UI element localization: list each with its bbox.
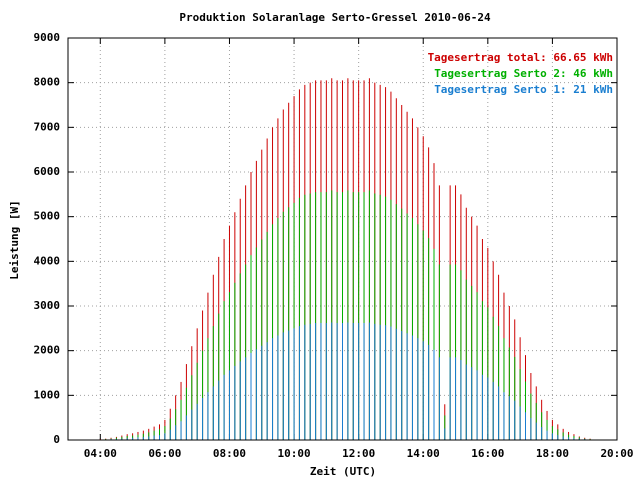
legend-entry: Tagesertrag Serto 1: 21 kWh (434, 83, 613, 96)
y-tick-label: 9000 (34, 31, 61, 44)
y-tick-label: 8000 (34, 76, 61, 89)
y-tick-label: 2000 (34, 344, 61, 357)
x-tick-label: 10:00 (277, 447, 310, 460)
x-tick-label: 08:00 (213, 447, 246, 460)
x-tick-label: 14:00 (407, 447, 440, 460)
x-tick-label: 18:00 (536, 447, 569, 460)
chart-title: Produktion Solaranlage Serto-Gressel 201… (179, 11, 491, 24)
x-axis-label: Zeit (UTC) (310, 465, 376, 478)
y-tick-label: 0 (53, 433, 60, 446)
x-tick-label: 16:00 (471, 447, 504, 460)
y-tick-label: 7000 (34, 120, 61, 133)
y-tick-label: 1000 (34, 388, 61, 401)
y-tick-label: 3000 (34, 299, 61, 312)
legend-entry: Tagesertrag Serto 2: 46 kWh (434, 67, 613, 80)
legend-entry: Tagesertrag total: 66.65 kWh (428, 51, 613, 64)
y-axis-label: Leistung [W] (8, 200, 21, 279)
y-tick-label: 6000 (34, 165, 61, 178)
y-tick-label: 5000 (34, 210, 61, 223)
x-tick-label: 20:00 (600, 447, 633, 460)
y-tick-label: 4000 (34, 254, 61, 267)
x-tick-label: 12:00 (342, 447, 375, 460)
plot-border (67, 37, 618, 441)
x-tick-label: 06:00 (148, 447, 181, 460)
x-tick-label: 04:00 (84, 447, 117, 460)
